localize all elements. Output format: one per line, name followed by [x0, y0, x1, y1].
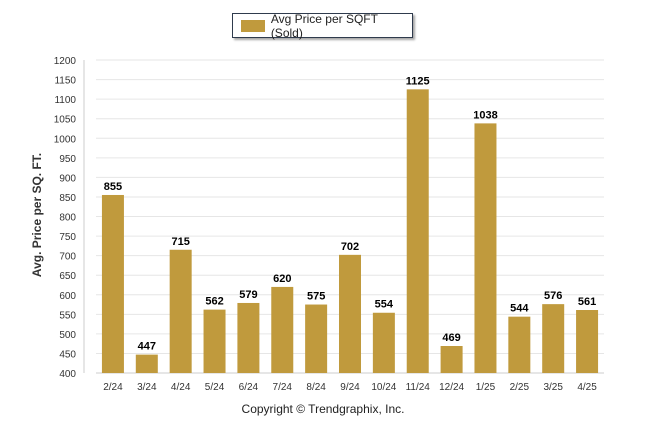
- x-tick-label: 9/24: [340, 382, 360, 393]
- y-tick-label: 400: [59, 369, 76, 380]
- bar-value-label: 554: [375, 299, 394, 311]
- bar: [237, 302, 260, 373]
- x-tick-label: 3/24: [137, 382, 157, 393]
- y-tick-label: 850: [59, 193, 76, 204]
- bar-value-label: 562: [205, 296, 223, 308]
- y-tick-label: 700: [59, 252, 76, 263]
- bar-value-label: 855: [104, 181, 122, 193]
- bar: [576, 310, 599, 373]
- x-tick-label: 1/25: [476, 382, 496, 393]
- bar: [508, 316, 531, 373]
- y-tick-label: 900: [59, 173, 76, 184]
- bar: [440, 346, 463, 373]
- bar: [203, 309, 226, 373]
- legend-swatch: [241, 19, 265, 32]
- legend-label: Avg Price per SQFT (Sold): [270, 11, 378, 40]
- bar-value-label: 561: [578, 296, 596, 308]
- x-tick-label: 12/24: [439, 382, 464, 393]
- bar: [542, 304, 565, 373]
- bar: [474, 123, 497, 373]
- y-tick-label: 1050: [54, 115, 77, 126]
- bar-value-label: 620: [273, 273, 291, 285]
- bar-value-label: 579: [239, 289, 257, 301]
- bar-value-label: 702: [341, 241, 359, 253]
- bar-value-label: 447: [138, 341, 156, 353]
- y-tick-label: 1150: [54, 76, 76, 87]
- bar: [339, 254, 361, 373]
- bar-value-label: 576: [544, 290, 562, 302]
- x-tick-label: 6/24: [239, 382, 259, 393]
- x-tick-label: 7/24: [273, 382, 293, 393]
- x-tick-label: 4/24: [171, 382, 191, 393]
- bar-value-label: 469: [442, 332, 460, 344]
- y-tick-label: 450: [59, 349, 76, 360]
- x-tick-label: 3/25: [543, 382, 563, 393]
- y-tick-label: 650: [59, 271, 76, 282]
- x-tick-label: 5/24: [205, 382, 225, 393]
- x-tick-label: 4/25: [577, 382, 597, 393]
- bar: [271, 286, 294, 373]
- bar-value-label: 575: [307, 291, 325, 303]
- y-tick-label: 600: [59, 291, 76, 302]
- x-tick-label: 2/25: [510, 382, 530, 393]
- bar: [305, 304, 328, 373]
- bar: [101, 194, 124, 373]
- x-tick-label: 10/24: [371, 382, 396, 393]
- x-tick-label: 2/24: [103, 382, 123, 393]
- y-tick-label: 500: [59, 330, 76, 341]
- x-tick-label: 8/24: [306, 382, 326, 393]
- y-tick-label: 550: [59, 310, 76, 321]
- bar: [135, 354, 158, 373]
- y-tick-label: 1200: [54, 56, 77, 67]
- bar-value-label: 715: [171, 236, 189, 248]
- y-tick-label: 750: [59, 232, 76, 243]
- bar: [372, 312, 395, 373]
- bar-value-label: 1125: [406, 75, 430, 87]
- y-tick-label: 1100: [54, 95, 76, 106]
- bar-value-label: 544: [510, 303, 529, 315]
- bar: [406, 89, 429, 373]
- x-tick-label: 11/24: [406, 382, 431, 393]
- copyright-footer: Copyright © Trendgraphix, Inc.: [241, 402, 405, 416]
- y-tick-label: 1000: [54, 134, 77, 145]
- bar: [169, 249, 192, 373]
- chart-legend: Avg Price per SQFT (Sold): [232, 11, 413, 40]
- y-tick-label: 950: [59, 154, 76, 165]
- y-tick-label: 800: [59, 213, 76, 224]
- bar-value-label: 1038: [473, 109, 497, 121]
